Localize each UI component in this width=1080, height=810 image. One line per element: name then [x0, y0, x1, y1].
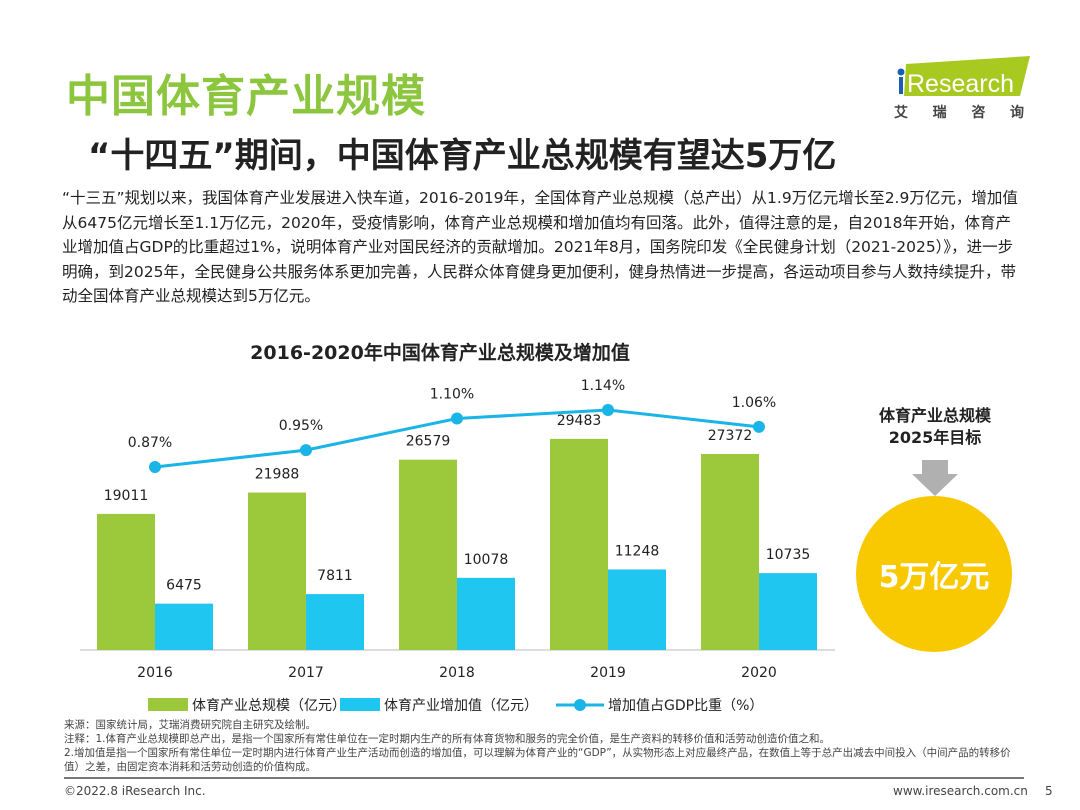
bar-label: 7811 — [317, 568, 353, 584]
logo-char: 咨 — [971, 105, 986, 121]
logo-char: 询 — [1009, 105, 1024, 121]
target-value: 5万亿元 — [878, 560, 990, 595]
arrow-down-icon — [912, 460, 958, 496]
line-label: 1.06% — [732, 395, 776, 411]
target-label-year: 2025年目标 — [888, 428, 982, 447]
bar-label: 10735 — [766, 547, 811, 563]
x-tick-label: 2017 — [288, 665, 324, 681]
page-number: 5 — [1045, 784, 1053, 798]
legend-label: 增加值占GDP比重（%） — [608, 698, 763, 714]
target-circle: 5万亿元 — [856, 496, 1012, 652]
legend-swatch — [574, 699, 586, 711]
footnotes: 来源：国家统计局，艾瑞消费研究院自主研究及绘制。 注释：1.体育产业总规模即总产… — [64, 718, 1024, 774]
gdp-share-point — [149, 461, 161, 473]
bar-total — [97, 513, 155, 650]
x-tick-label: 2019 — [590, 665, 626, 681]
line-label: 1.10% — [430, 386, 474, 402]
bar-label: 26579 — [406, 434, 451, 450]
copyright: ©2022.8 iResearch Inc. — [64, 784, 206, 798]
source-note: 来源：国家统计局，艾瑞消费研究院自主研究及绘制。 — [64, 719, 316, 731]
gdp-share-point — [602, 404, 614, 417]
bar-label: 27372 — [708, 428, 753, 444]
bar-value-added — [759, 573, 817, 650]
line-label: 0.95% — [279, 418, 323, 434]
note-1: 注释：1.体育产业总规模即总产出，是指一个国家所有常住单位在一定时期内生产的所有… — [64, 733, 831, 745]
svg-text:Research: Research — [907, 70, 1014, 98]
target-label: 体育产业总规模 — [878, 406, 991, 425]
logo-char: 瑞 — [932, 105, 947, 121]
note-2: 2.增加值是指一个国家所有常住单位一定时期内进行体育产业生产活动而创造的增加值，… — [64, 747, 1011, 773]
bar-label: 21988 — [255, 467, 300, 483]
logo-char: 艾 — [894, 105, 908, 121]
line-label: 0.87% — [128, 435, 172, 451]
line-label: 1.14% — [581, 378, 625, 394]
gdp-share-point — [753, 420, 765, 433]
bar-total — [550, 438, 608, 650]
x-tick-label: 2020 — [741, 665, 777, 681]
bar-total — [399, 459, 457, 650]
gdp-share-point — [300, 444, 312, 457]
legend-label: 体育产业增加值（亿元） — [384, 698, 538, 714]
gdp-share-point — [451, 412, 463, 425]
x-tick-label: 2018 — [439, 665, 475, 681]
body-paragraph: “十三五”规划以来，我国体育产业发展进入快车道，2016-2019年，全国体育产… — [62, 189, 1018, 305]
legend-swatch — [340, 698, 380, 711]
bar-value-added — [155, 603, 213, 650]
bar-total — [701, 454, 759, 650]
legend-swatch — [148, 698, 188, 711]
bar-label: 11248 — [615, 543, 660, 559]
website-link[interactable]: www.iresearch.com.cn — [893, 784, 1028, 798]
divider — [64, 777, 1024, 779]
chart-title: 2016-2020年中国体育产业总规模及增加值 — [250, 342, 630, 364]
legend-label: 体育产业总规模（亿元） — [192, 698, 346, 714]
bar-label: 19011 — [104, 488, 149, 504]
iresearch-logo: Research 艾 瑞 咨 询 — [892, 56, 1032, 122]
bar-label: 6475 — [166, 578, 202, 594]
bar-value-added — [306, 594, 364, 650]
x-tick-label: 2016 — [137, 665, 173, 681]
page-title: 中国体育产业规模 — [66, 71, 426, 122]
bar-value-added — [457, 577, 515, 650]
bar-label: 10078 — [464, 552, 509, 568]
page-subtitle: “十四五”期间，中国体育产业总规模有望达5万亿 — [88, 136, 837, 176]
bar-label: 29483 — [557, 413, 602, 429]
bar-value-added — [608, 569, 666, 650]
bar-total — [248, 492, 306, 650]
